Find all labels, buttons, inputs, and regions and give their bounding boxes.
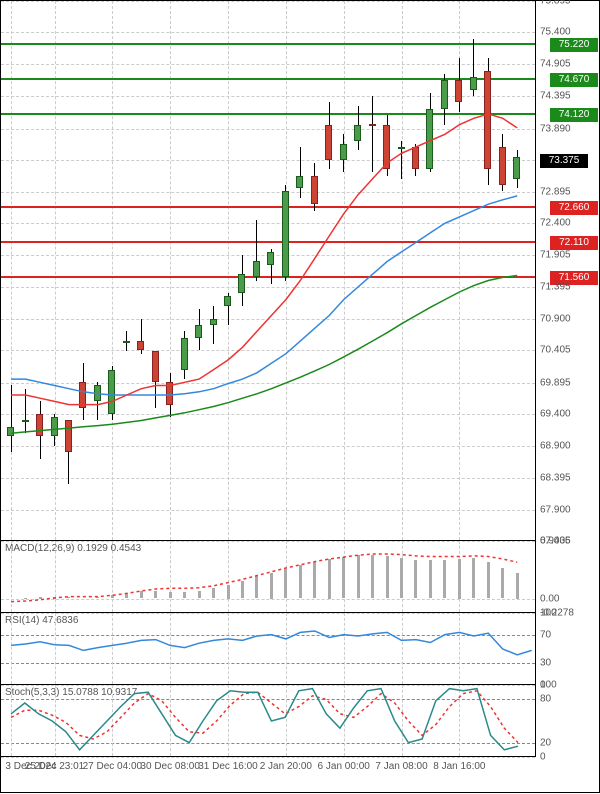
rsi-panel[interactable]: RSI(14) 47.6836 xyxy=(1,613,536,685)
stoch-y-axis: 02080100 xyxy=(536,685,600,757)
rsi-y-axis: 03070100 xyxy=(536,613,600,685)
price-y-axis: 67.40567.90068.39568.90069.40069.89570.4… xyxy=(536,1,600,541)
macd-panel[interactable]: MACD(12,26,9) 0.1929 0.4543 xyxy=(1,541,536,613)
stoch-panel[interactable]: Stoch(5,3,3) 15.0788 10.9317 xyxy=(1,685,536,757)
stoch-label: Stoch(5,3,3) 15.0788 10.9317 xyxy=(5,687,137,698)
time-x-axis: 3 Dec 202425 Dec 23:0127 Dec 04:0030 Dec… xyxy=(1,757,536,794)
price-chart-panel[interactable]: 75.22074.67074.12072.66072.11071.560 xyxy=(1,1,536,541)
macd-y-axis: -0.22780.000.9036 xyxy=(536,541,600,613)
macd-label: MACD(12,26,9) 0.1929 0.4543 xyxy=(5,543,141,554)
trading-chart: 75.22074.67074.12072.66072.11071.560 67.… xyxy=(0,0,600,793)
rsi-label: RSI(14) 47.6836 xyxy=(5,615,78,626)
